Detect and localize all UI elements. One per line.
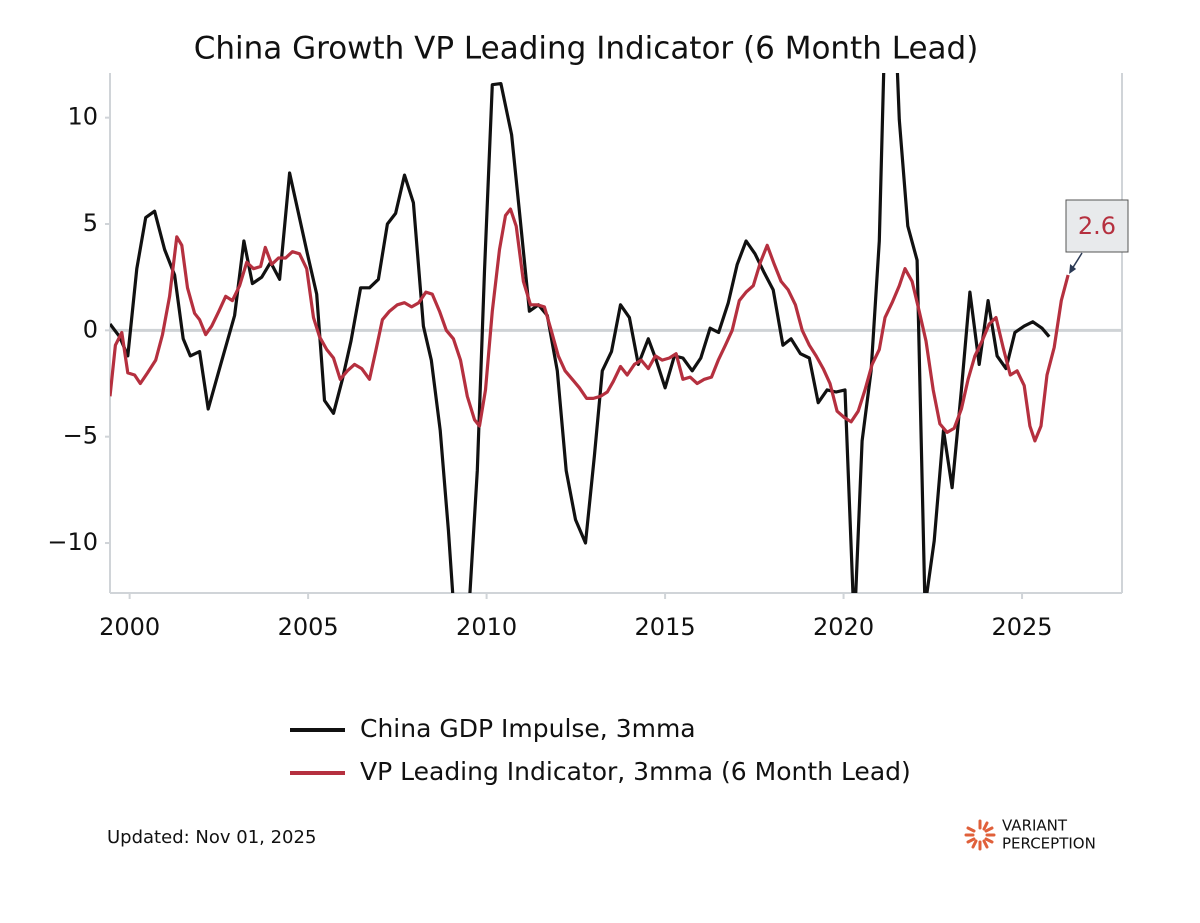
logo-text: VARIANT xyxy=(1002,817,1068,835)
series-line xyxy=(110,207,1070,443)
annotation-arrowhead xyxy=(1069,264,1077,275)
annotation-box xyxy=(1065,199,1129,253)
x-tick-label: 2015 xyxy=(635,613,696,641)
annotation-label: 2.6 xyxy=(1078,212,1116,240)
y-tick-label: 0 xyxy=(83,315,98,343)
x-tick-label: 2025 xyxy=(992,613,1053,641)
x-tick-label: 2020 xyxy=(813,613,874,641)
x-tick-label: 2010 xyxy=(456,613,517,641)
logo xyxy=(964,819,996,851)
x-tick-label: 2005 xyxy=(278,613,339,641)
legend-label: VP Leading Indicator, 3mma (6 Month Lead… xyxy=(360,757,911,786)
y-tick-label: 5 xyxy=(83,209,98,237)
footer: Updated: Nov 01, 2025 xyxy=(107,827,316,848)
plot-area xyxy=(110,73,1070,593)
y-tick-label: 10 xyxy=(67,103,98,131)
series-line xyxy=(110,73,1051,593)
y-tick-label: −10 xyxy=(47,528,98,556)
logo-text: PERCEPTION xyxy=(1002,835,1096,853)
chart-title: China Growth VP Leading Indicator (6 Mon… xyxy=(194,31,979,67)
y-tick-label: −5 xyxy=(63,422,98,450)
x-tick-label: 2000 xyxy=(99,613,160,641)
legend-label: China GDP Impulse, 3mma xyxy=(360,714,696,743)
